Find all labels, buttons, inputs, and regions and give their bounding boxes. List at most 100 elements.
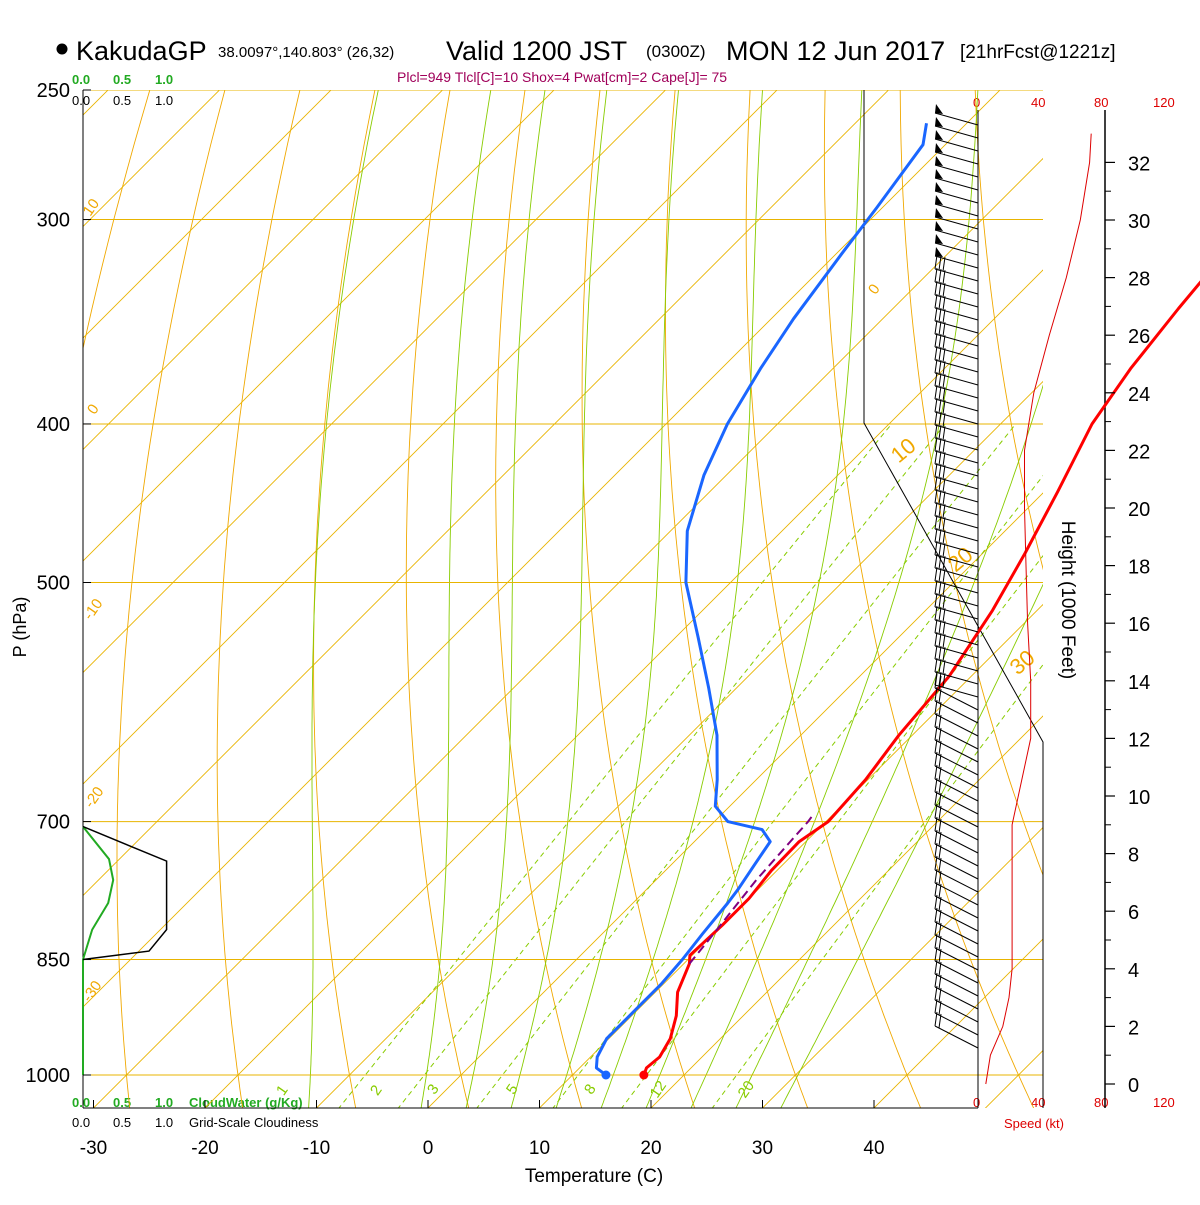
wind-barb-feather [935, 567, 937, 581]
wind-barb-staff [935, 360, 978, 372]
wind-barb-feather [943, 439, 945, 453]
wind-barb-staff [935, 217, 978, 229]
cloudiness-tick-bottom: 0.0 [72, 1115, 90, 1130]
wind-barb-feather [943, 621, 945, 635]
wind-barb-flag [935, 130, 943, 140]
parcel-line [689, 813, 814, 963]
wind-barb-staff [935, 152, 978, 164]
wind-barb-feather [943, 582, 945, 596]
wind-barb-feather [939, 373, 941, 387]
wind-barb-feather [935, 739, 937, 753]
wind-barb-feather [935, 606, 937, 620]
wind-barb-staff [935, 701, 978, 723]
wind-barb-feather [935, 921, 937, 935]
valid-zulu: (0300Z) [646, 42, 706, 61]
y-tick-label: 500 [37, 573, 70, 595]
wind-barb-feather [935, 359, 937, 373]
wind-barb-feather [935, 765, 937, 779]
wind-barb-staff [935, 792, 978, 814]
wind-barb-flag [935, 104, 943, 114]
wind-barb-staff [935, 607, 978, 619]
height-tick-label: 24 [1128, 384, 1150, 406]
height-tick-label: 6 [1128, 902, 1139, 924]
wind-barb-feather [935, 307, 937, 321]
wind-barb-feather [939, 386, 941, 400]
wind-barb-staff [935, 412, 978, 424]
mixing-ratio-line [392, 424, 945, 1116]
wind-barb-feather [939, 542, 941, 556]
wind-barb-feather [939, 282, 941, 296]
wind-barb-feather [935, 645, 937, 659]
wind-barb-feather [943, 608, 945, 622]
wind-barb-staff [935, 464, 978, 476]
wind-barb-feather [935, 268, 937, 282]
wind-barb-staff [935, 204, 978, 216]
wind-barb-feather [943, 348, 945, 362]
mixing-ratio-label: 3 [424, 1081, 443, 1098]
wind-barb-feather [939, 438, 941, 452]
wind-barb-feather [943, 335, 945, 349]
dry-adiabat-label: -20 [81, 784, 107, 812]
wind-barb-feather [935, 450, 937, 464]
wind-barb-feather [939, 334, 941, 348]
wind-barb-staff [935, 659, 978, 671]
x-tick-label: 10 [529, 1138, 550, 1159]
x-tick-label: 20 [640, 1138, 661, 1159]
wind-barb-feather [935, 973, 937, 987]
cloudiness-tick-bottom: 1.0 [155, 1115, 173, 1130]
wind-barb-feather [935, 895, 937, 909]
wind-barb-feather [935, 502, 937, 516]
wind-barb-feather [935, 411, 937, 425]
wind-barb-feather [943, 296, 945, 310]
wind-barb-feather [939, 451, 941, 465]
wind-barb-feather [935, 593, 937, 607]
wind-barb-staff [935, 961, 978, 983]
wind-barb-flag [935, 117, 943, 127]
wind-barb-feather [943, 491, 945, 505]
speed-tick-bottom: 80 [1094, 1095, 1108, 1110]
height-tick-label: 18 [1128, 557, 1150, 579]
wind-barb-staff [935, 282, 978, 294]
stability-indices: Plcl=949 Tlcl[C]=10 Shox=4 Pwat[cm]=2 Ca… [397, 69, 727, 85]
dry-adiabat-label: 0 [84, 401, 103, 418]
wind-barb-feather [935, 778, 937, 792]
wind-barb-staff [935, 779, 978, 801]
mixing-ratio-label: 8 [581, 1081, 600, 1098]
wind-barb-feather [939, 464, 941, 478]
speed-tick-top: 40 [1031, 95, 1045, 110]
wind-barb-feather [939, 620, 941, 634]
y-tick-label: 300 [37, 210, 70, 232]
mixing-ratio-line [547, 424, 1084, 1116]
wind-barb-feather [935, 333, 937, 347]
wind-barb-feather [935, 869, 937, 883]
wind-barb-feather [943, 452, 945, 466]
wind-barb-staff [935, 909, 978, 931]
wind-barb-staff [935, 425, 978, 437]
wind-barb-staff [935, 256, 978, 268]
dry-adiabat-label: 10 [886, 433, 921, 468]
wind-barb-feather [935, 986, 937, 1000]
cloudiness-tick-top: 0.5 [113, 93, 131, 108]
wind-barb-feather [935, 255, 937, 269]
cloudiness-label: Grid-Scale Cloudiness [189, 1115, 319, 1130]
wind-barb-feather [943, 595, 945, 609]
wind-barb-staff [935, 334, 978, 346]
wind-barb-feather [935, 554, 937, 568]
speed-axis-label: Speed (kt) [1004, 1116, 1064, 1131]
forecast-tag: [21hrFcst@1221z] [960, 42, 1116, 63]
wind-barb-feather [943, 374, 945, 388]
wind-barb-staff [935, 883, 978, 905]
wind-barb-staff [935, 1013, 978, 1035]
wind-barb-staff [935, 139, 978, 151]
temperature-line [644, 131, 1200, 1075]
x-tick-label: -10 [303, 1138, 330, 1159]
wind-barb-staff [935, 516, 978, 528]
speed-tick-top: 120 [1153, 95, 1175, 110]
wind-barb-feather [935, 752, 937, 766]
wind-barb-staff [935, 321, 978, 333]
wind-barb-feather [943, 283, 945, 297]
height-tick-label: 14 [1128, 672, 1150, 694]
wind-barb-staff [935, 974, 978, 996]
cloud-profiles [83, 827, 167, 1075]
